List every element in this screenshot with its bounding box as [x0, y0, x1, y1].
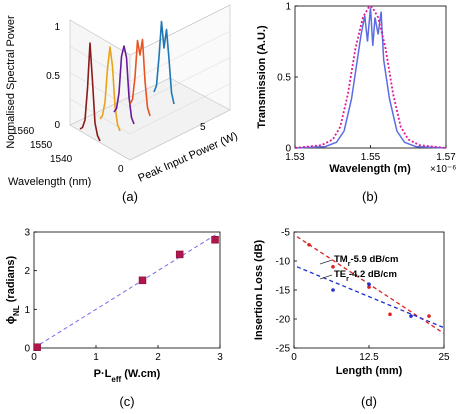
floor-plane — [69, 77, 231, 161]
annotation-te: TEr-4.2 dB/cm — [334, 269, 397, 283]
waterfall-series — [79, 20, 175, 142]
data-point-2 — [175, 250, 184, 259]
annotation-tm: TMr-5.9 dB/cm — [334, 254, 399, 268]
data-point-te-1 — [367, 282, 371, 287]
spectrum-line-solid — [294, 7, 447, 149]
y-tick-label-2: 2 — [24, 266, 30, 277]
x-axis-label: P·Leff (W.cm) — [94, 368, 161, 384]
y-tick-label-2: 1 — [285, 2, 291, 13]
y-tick-label-3: -20 — [276, 315, 291, 326]
panel-c-nonlinear-phase: 00 1 1 2 2 3 3 ϕNL (radians) P·Leff (W.cm) (c) — [5, 228, 223, 410]
x-tick-label-0: 1.53 — [285, 152, 305, 163]
x-exponent: ×10⁻⁶ — [430, 164, 456, 175]
data-point-3 — [211, 235, 219, 244]
fit-line-tm — [296, 236, 445, 335]
y-tick-label-0: 0 — [285, 144, 291, 155]
plot-frame — [293, 231, 445, 349]
y-tick-label-4: -25 — [276, 344, 291, 355]
x-tick-label-1: 1 — [93, 352, 99, 363]
panel-a-waterfall: 0 0.5 1 Normalised Spectral Power 1560 1… — [5, 4, 240, 204]
panel-label-a: (a) — [122, 189, 138, 204]
spectrum-line-2 — [113, 45, 135, 125]
x-axis-label: Wavelength (m) — [329, 163, 411, 175]
data-point-1 — [138, 276, 147, 285]
y-tick-label-0: -5 — [281, 228, 290, 239]
panel-d-insertion-loss: 0 12.5 25 -5 -10 -15 -20 -25 TMr-5.9 dB/cm TEr-… — [253, 228, 450, 410]
loss-series — [296, 236, 445, 335]
x-tick-label-2: 1.57 — [436, 152, 456, 163]
spectrum-line-3 — [129, 38, 151, 117]
y-axis-label: Insertion Loss (dB) — [253, 240, 265, 341]
panel-label-c: (c) — [119, 394, 134, 409]
wavelength-axis-label: Wavelength (nm) — [8, 176, 91, 188]
x-tick-label-2: 2 — [155, 352, 161, 363]
y-axis-label: Transmission (A.U.) — [256, 25, 268, 129]
phase-points — [33, 233, 219, 351]
axis-ticks: 0 12.5 25 -5 -10 -15 -20 -25 — [276, 228, 450, 364]
spectrum-line-1 — [99, 46, 121, 132]
y-axis-label: ϕNL (radians) — [5, 255, 21, 324]
data-point-tm-1 — [331, 265, 335, 269]
panel-b-transmission: 1.53 1.55 1.57 0 0.5 1 Transmission (A.U.) Wa… — [256, 2, 456, 205]
plot-frame — [294, 5, 447, 149]
spectrum-line-0 — [79, 42, 101, 142]
z-axis-label: Normalised Spectral Power — [5, 15, 17, 149]
panel-label-d: (d) — [361, 394, 377, 409]
spectra-lines — [294, 4, 447, 149]
grid-right-2 — [129, 30, 231, 82]
x-tick-label-2: 25 — [438, 352, 450, 363]
y-tick-label-0: 0 — [24, 344, 30, 355]
x-tick-label-0: 0 — [291, 352, 297, 363]
wavelength-tick-1540: 1540 — [50, 154, 73, 165]
y-tick-label-1: 1 — [24, 305, 30, 316]
z-tick-1: 1 — [54, 22, 60, 33]
y-tick-label-2: -15 — [276, 286, 291, 297]
grid-right-0 — [129, 83, 231, 135]
z-tick-0: 0 — [54, 120, 60, 131]
data-point-tm-0 — [307, 242, 311, 247]
power-tick-5: 5 — [200, 122, 206, 133]
z-tick-0-5: 0.5 — [46, 71, 60, 82]
data-point-te-2 — [409, 314, 413, 318]
spectrum-line-dotted — [294, 4, 447, 149]
fit-line-te — [296, 266, 445, 329]
x-tick-label-0: 0 — [31, 352, 37, 363]
axis-ticks: 1.53 1.55 1.57 0 0.5 1 — [277, 2, 456, 164]
fit-line — [33, 233, 218, 349]
grid-lines — [69, 30, 231, 135]
panel-label-b: (b) — [362, 189, 378, 204]
x-tick-label-3: 3 — [217, 352, 223, 363]
annotation-arrow-te — [319, 274, 333, 280]
data-point-tm-3 — [388, 312, 392, 317]
x-axis-label: Length (mm) — [336, 365, 403, 377]
y-tick-label-1: 0.5 — [277, 73, 291, 84]
x-tick-label-1: 12.5 — [359, 352, 379, 363]
data-point-te-0 — [331, 288, 335, 292]
y-tick-label-1: -10 — [276, 257, 291, 268]
data-point-0 — [33, 343, 41, 351]
x-tick-label-1: 1.55 — [361, 152, 381, 163]
power-tick-0: 0 — [118, 164, 124, 175]
data-point-tm-2 — [367, 285, 371, 289]
grid-left-1 — [69, 72, 131, 108]
annotation-arrow-tm — [319, 259, 333, 265]
wavelength-tick-1550: 1550 — [30, 140, 53, 151]
grid-left-0 — [69, 98, 131, 135]
wavelength-tick-1560: 1560 — [12, 126, 35, 137]
data-point-tm-4 — [427, 314, 431, 318]
spectrum-line-4 — [153, 20, 175, 105]
y-tick-label-3: 3 — [24, 228, 30, 239]
